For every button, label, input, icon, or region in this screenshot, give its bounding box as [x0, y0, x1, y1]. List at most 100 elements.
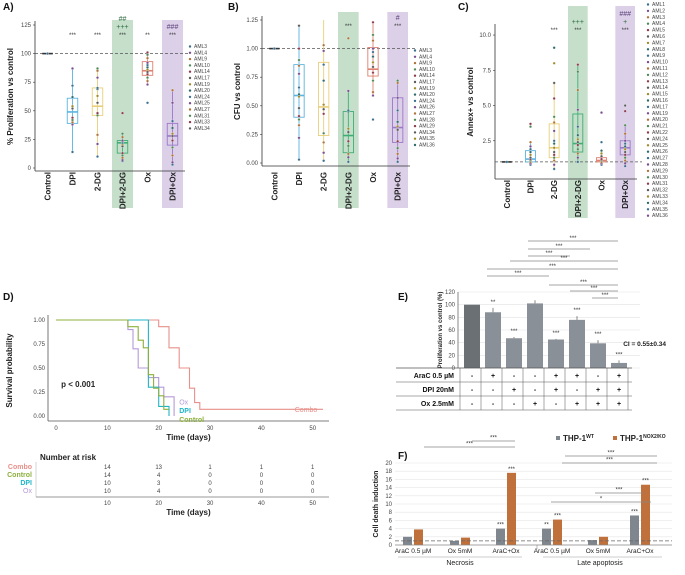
- significance-mark: ***: [615, 352, 623, 358]
- data-point: [322, 112, 326, 116]
- legend-item: AML17: [419, 80, 435, 86]
- condition-value: +: [596, 401, 600, 408]
- significance-mark: ***: [394, 24, 402, 30]
- data-point: [371, 90, 375, 94]
- category-label: Ox 5mM: [448, 548, 473, 555]
- y-tick-label: 6: [389, 518, 393, 524]
- legend-marker: [188, 76, 192, 80]
- bar: [542, 528, 551, 545]
- bar: [506, 338, 522, 368]
- legend-marker: [646, 176, 650, 179]
- p-value-annotation: p < 0.001: [61, 380, 96, 389]
- y-tick-label: 1.00: [246, 47, 258, 53]
- y-tick-label: 100: [21, 52, 32, 58]
- legend-item: AML30: [652, 175, 668, 181]
- y-axis-label: Annex+ vs control: [466, 67, 475, 137]
- legend-item: AML4: [419, 54, 432, 60]
- data-point: [71, 84, 74, 88]
- category-label: ArаC+Ox: [493, 548, 521, 555]
- condition-label: DPI 20nM: [422, 387, 454, 394]
- condition-value: -: [471, 401, 474, 408]
- bracket-mark: ***: [555, 244, 563, 250]
- legend-marker: [646, 86, 650, 89]
- category-label: DPI+2-DG: [119, 172, 128, 209]
- legend-item: AML25: [652, 143, 668, 149]
- legend-marker: [646, 188, 650, 192]
- survival-curve-combo: [56, 319, 323, 410]
- significance-mark: +++: [116, 24, 128, 31]
- risk-count: 4: [157, 473, 161, 479]
- y-tick-label: 0.25: [246, 132, 258, 138]
- legend-marker: [646, 169, 650, 173]
- risk-x-tick-label: 10: [104, 501, 111, 507]
- risk-count: 0: [208, 473, 212, 479]
- legend-marker: [413, 137, 417, 140]
- data-point: [297, 118, 301, 121]
- legend-marker: [413, 131, 417, 134]
- y-tick-label: 75: [24, 80, 31, 86]
- data-point: [396, 120, 400, 124]
- data-point: [346, 108, 350, 112]
- category-label: AraC 0.5 µM: [395, 548, 432, 555]
- significance-mark: ***: [508, 467, 516, 473]
- legend-item: AML24: [652, 136, 668, 142]
- category-label: Ox: [369, 171, 378, 182]
- legend-item: AML17: [652, 104, 668, 110]
- legend-item: AML22: [652, 130, 668, 136]
- panel-label: D): [3, 292, 14, 303]
- data-point: [146, 51, 149, 54]
- condition-value: +: [617, 401, 621, 408]
- panel-label: C): [458, 2, 469, 13]
- group-label: Necrosis: [446, 560, 474, 567]
- y-tick-label: 14: [385, 486, 392, 492]
- legend-marker: [413, 55, 417, 58]
- data-point: [297, 136, 301, 140]
- legend-name: THP-1: [620, 434, 644, 443]
- legend-marker: [646, 150, 650, 153]
- risk-table-title: Number at risk: [40, 453, 97, 462]
- legend-marker: [646, 163, 650, 166]
- data-point: [623, 139, 627, 143]
- category-label: DPI+2-DG: [344, 172, 353, 209]
- data-point: [96, 111, 99, 115]
- y-tick-label: 0.75: [33, 342, 45, 348]
- y-tick-label: 0: [452, 366, 456, 372]
- category-label: Ox: [144, 171, 153, 182]
- legend-item: AML9: [419, 61, 432, 67]
- data-point: [623, 132, 627, 136]
- data-point: [346, 89, 350, 93]
- legend-item: AML34: [194, 126, 210, 132]
- data-point: [96, 155, 99, 159]
- legend-item: AML32: [652, 188, 668, 194]
- y-tick-label: 0.00: [246, 161, 258, 167]
- data-point: [396, 152, 400, 156]
- legend-item: THP-1NOX2/KO: [620, 434, 666, 443]
- category-label: DPI+Ox: [169, 171, 178, 200]
- legend-item: AML13: [652, 79, 668, 85]
- significance-mark: **: [145, 33, 150, 39]
- data-point: [396, 160, 400, 164]
- bar: [641, 484, 650, 545]
- risk-row-label: Ox: [23, 488, 32, 495]
- condition-value: -: [492, 401, 495, 408]
- data-point: [552, 129, 556, 133]
- bar: [553, 519, 562, 545]
- data-point: [396, 139, 400, 143]
- data-point: [121, 132, 124, 136]
- legend-item: AML10: [652, 60, 668, 66]
- data-point: [297, 123, 301, 127]
- legend-marker: [188, 120, 192, 124]
- risk-x-axis-label: Time (days): [166, 508, 211, 517]
- data-point: [552, 153, 556, 157]
- risk-x-tick-label: 50: [309, 501, 316, 507]
- x-tick-label: 50: [309, 426, 316, 432]
- legend-marker: [188, 114, 192, 118]
- legend-item: AML26: [419, 105, 435, 111]
- risk-x-tick-label: 20: [155, 501, 162, 507]
- legend-marker: [646, 67, 650, 70]
- y-tick-label: 10.0: [479, 33, 491, 39]
- legend-marker: [188, 70, 192, 73]
- legend-marker: [413, 80, 417, 84]
- data-point: [322, 151, 326, 155]
- data-point: [623, 147, 627, 151]
